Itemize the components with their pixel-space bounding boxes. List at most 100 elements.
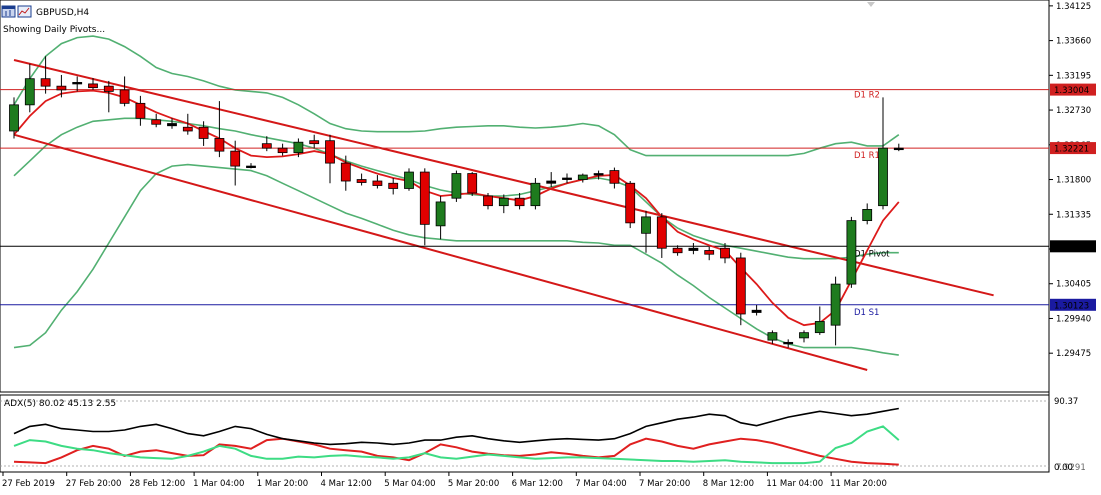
time-tick-label: 1 Mar 04:00 — [193, 479, 244, 489]
candle — [372, 175, 383, 189]
candle — [720, 243, 730, 264]
candle — [546, 172, 557, 187]
pivot-tag-bg-0 — [1050, 83, 1096, 96]
time-tick-label: 7 Mar 20:00 — [639, 479, 690, 489]
time-tick-label: 11 Mar 04:00 — [766, 479, 823, 489]
candle — [562, 173, 572, 184]
pivot-label-1: D1 R1 — [854, 151, 880, 161]
pivot-tag-text-0: 1.33004 — [1054, 86, 1089, 96]
time-tick-label: 8 Mar 12:00 — [703, 479, 754, 489]
price-tick-label: 1.33660 — [1056, 37, 1091, 47]
trend-channel — [13, 59, 994, 371]
scroll-marker-icon[interactable] — [867, 2, 875, 7]
adx-title: ADX(5) 80.02 45.13 2.55 — [4, 399, 116, 409]
price-panel — [0, 0, 1050, 393]
candle — [751, 305, 762, 316]
candle — [498, 194, 509, 214]
adx-di-minus-line — [13, 437, 899, 466]
candle — [878, 97, 888, 210]
adx-main-line — [13, 407, 899, 446]
pivot-label-3: D1 S1 — [854, 308, 879, 318]
candle — [577, 173, 588, 183]
time-tick-label: 1 Mar 20:00 — [257, 479, 308, 489]
adx-overlap-label: 7.9291 — [1056, 463, 1086, 473]
candle — [230, 140, 241, 186]
price-tick-label: 1.34125 — [1056, 2, 1091, 12]
symbol-title: GBPUSD,H4 — [36, 8, 89, 18]
candle — [862, 203, 873, 225]
candle — [609, 167, 620, 189]
price-tick-label: 1.32730 — [1056, 106, 1091, 116]
candle — [830, 276, 841, 346]
price-tick-label: 1.31800 — [1056, 176, 1091, 186]
candle — [799, 330, 809, 343]
pivot-tag-text-2: 1.30906 — [1054, 243, 1089, 253]
candle — [814, 306, 825, 335]
candle — [56, 74, 67, 98]
candle — [103, 80, 114, 113]
time-tick-label: 5 Mar 20:00 — [448, 479, 499, 489]
window-icon[interactable] — [1, 5, 16, 18]
time-tick-label: 4 Mar 12:00 — [321, 479, 372, 489]
candle — [325, 134, 335, 184]
candle — [119, 76, 130, 107]
time-tick-label: 7 Mar 04:00 — [575, 479, 626, 489]
candle — [340, 155, 351, 191]
candle — [261, 136, 272, 152]
candle — [198, 121, 209, 146]
price-tick-label: 1.31335 — [1056, 210, 1091, 220]
candle — [451, 170, 462, 202]
candle — [404, 168, 414, 191]
candle — [151, 113, 162, 128]
adx-top-label: 90.37 — [1054, 397, 1078, 407]
candle — [593, 170, 604, 180]
pivot-subtitle: Showing Daily Pivots... — [3, 25, 105, 35]
candle — [783, 339, 794, 348]
candle — [40, 56, 51, 94]
time-tick-label: 27 Feb 2019 — [2, 479, 55, 489]
adx-di-plus-line — [13, 425, 900, 465]
time-tick-label: 28 Feb 12:00 — [129, 479, 185, 489]
pivot-tag-text-3: 1.30123 — [1054, 301, 1089, 311]
time-tick-label: 11 Mar 20:00 — [830, 479, 887, 489]
candle — [246, 163, 256, 169]
band-upper-line — [13, 35, 900, 157]
channel-lower-line — [13, 133, 868, 371]
candle — [309, 134, 320, 149]
time-tick-label: 6 Mar 12:00 — [512, 479, 563, 489]
candle — [182, 113, 193, 135]
candle — [704, 246, 715, 261]
candle — [483, 192, 493, 210]
price-tick-label: 1.33195 — [1056, 71, 1091, 81]
candle — [135, 95, 146, 126]
candle — [846, 216, 857, 288]
pivot-label-2: D1 Pivot — [854, 249, 890, 259]
candle — [641, 210, 651, 253]
candle — [435, 195, 446, 240]
candle — [72, 76, 83, 92]
time-tick-label: 5 Mar 04:00 — [384, 479, 435, 489]
candle — [88, 77, 98, 90]
price-tick-label: 1.29940 — [1056, 314, 1091, 324]
candle — [735, 252, 746, 326]
adx-bottom-label: 0.00 — [1054, 463, 1073, 473]
candle — [214, 101, 225, 158]
candle — [167, 118, 177, 129]
pivot-tag-bg-3 — [1050, 298, 1096, 311]
candle — [767, 330, 778, 344]
channel-upper-line — [13, 59, 994, 297]
candle — [672, 245, 683, 256]
candle — [293, 138, 304, 158]
candles — [9, 56, 904, 348]
candle — [893, 143, 904, 152]
candle — [277, 143, 288, 156]
price-tick-label: 1.29475 — [1056, 349, 1091, 359]
candle — [530, 178, 541, 210]
time-axis: 27 Feb 2019 27 Feb 20:00 28 Feb 12:00 1 Mar… — [2, 472, 887, 489]
time-tick-label: 27 Feb 20:00 — [66, 479, 122, 489]
candle — [656, 213, 667, 258]
candle — [356, 173, 367, 186]
candle — [388, 178, 399, 195]
chart-icon[interactable] — [17, 5, 32, 18]
